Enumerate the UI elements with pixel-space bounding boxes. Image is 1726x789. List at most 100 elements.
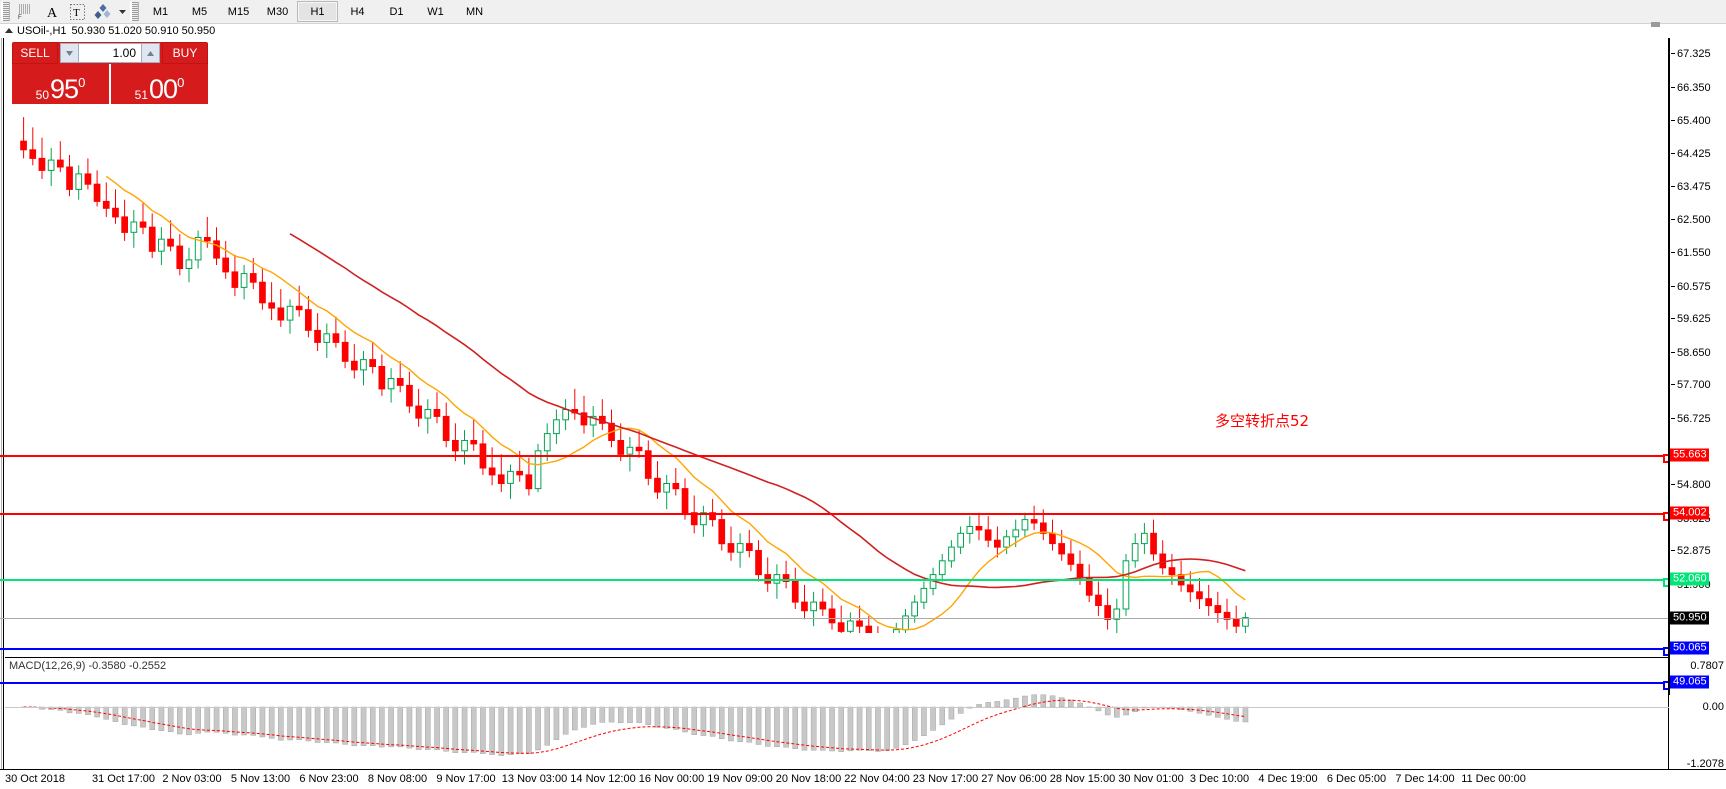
price-label-last-price: 50.950 [1670,611,1709,625]
price-tick: 66.350 [1671,82,1711,94]
price-label-support: 49.065 [1670,675,1709,689]
sell-price-integer: 50 [35,88,50,102]
time-tick: 11 Dec 00:00 [1461,773,1526,785]
price-axis[interactable]: 67.325 66.350 65.400 64.425 63.475 62.500 61.5… [1668,38,1726,789]
time-tick: 30 Nov 01:00 [1118,773,1184,785]
time-tick: 20 Nov 18:00 [775,773,842,785]
collapse-triangle-icon[interactable] [5,28,13,33]
price-label-support: 50.065 [1670,641,1709,655]
price-plot [5,38,1671,633]
timeframe-grip[interactable] [130,2,139,21]
sell-price-display[interactable]: 50 95 0 [12,64,109,104]
price-tick: 61.550 [1671,247,1711,259]
timeframe-m1[interactable]: M1 [152,5,169,18]
toolbar-grip[interactable] [1,2,10,21]
one-click-prices-row: 50 95 0 51 00 0 [12,64,208,104]
chart-area[interactable]: 多空转折点52 67.325 66.350 65.400 64.425 63.475 62… [0,22,1726,789]
time-tick: 28 Nov 15:00 [1049,773,1116,785]
time-tick: 13 Nov 03:00 [501,773,568,785]
macd-zero-line [5,707,1669,708]
price-label-resistance: 54.002 [1670,506,1709,520]
buy-button[interactable]: BUY [162,42,208,64]
time-tick: 9 Nov 17:00 [436,773,496,785]
macd-tick-zero: 0.00 [1702,701,1724,713]
price-tick: 57.700 [1671,379,1711,391]
timeframe-d1[interactable]: D1 [389,5,404,18]
volume-stepper[interactable]: 1.00 [58,42,162,64]
price-label-resistance: 55.663 [1670,448,1709,462]
chart-scroll-handle[interactable] [1651,22,1660,27]
candlestick-series [20,117,1249,633]
time-tick: 8 Nov 08:00 [367,773,428,785]
price-tick: 67.325 [1671,48,1711,60]
price-line-resistance[interactable] [0,454,1672,464]
price-label-pivot: 52.060 [1670,572,1709,586]
text-tool-icon[interactable]: A [38,1,64,22]
buy-price-display[interactable]: 51 00 0 [111,64,208,104]
price-line-resistance[interactable] [0,511,1672,521]
time-tick: 5 Nov 13:00 [230,773,291,785]
time-tick: 22 Nov 04:00 [844,773,910,785]
time-tick: 6 Nov 23:00 [299,773,359,785]
time-tick: 14 Nov 12:00 [570,773,636,785]
timeframe-m5[interactable]: M5 [191,5,208,18]
timeframe-m30[interactable]: M30 [266,5,289,18]
one-click-trading-panel[interactable]: SELL 1.00 BUY 50 95 0 [12,42,208,104]
time-tick: 27 Nov 06:00 [981,773,1047,785]
volume-increase-button[interactable] [141,43,160,63]
price-axis-divider [1669,38,1670,695]
price-line-support[interactable] [0,647,1672,657]
buy-price-main: 00 [149,74,178,104]
price-tick: 65.400 [1671,115,1711,127]
volume-input[interactable]: 1.00 [79,43,141,63]
time-tick: 2 Nov 03:00 [162,773,222,785]
one-click-controls-row: SELL 1.00 BUY [12,42,208,64]
time-tick: 6 Dec 05:00 [1326,773,1387,785]
timeframe-w1[interactable]: W1 [427,5,444,18]
buy-price-integer: 51 [134,88,149,102]
indicators-icon[interactable] [90,1,116,22]
sell-price-main: 95 [50,74,79,104]
timeframe-h4[interactable]: H4 [350,5,365,18]
price-line-last-price[interactable] [0,617,1669,619]
sell-price-fraction: 0 [78,75,86,90]
text-label-tool-icon[interactable]: T [64,1,90,22]
timeframe-mn[interactable]: MN [465,5,484,18]
time-tick: 31 Oct 17:00 [92,773,155,785]
macd-label: MACD(12,26,9) -0.3580 -0.2552 [9,660,167,672]
chart-left-border [0,38,5,789]
time-tick: 23 Nov 17:00 [912,773,979,785]
toolbar: F A T M1 M5 M15 M30 [0,0,1726,24]
macd-indicator-panel[interactable]: MACD(12,26,9) -0.3580 -0.2552 0.7807 0.0… [5,657,1724,771]
price-tick: 63.475 [1671,181,1711,193]
price-tick: 60.575 [1671,281,1711,293]
symbol-quote-bar: USOil-,H1 50.930 51.020 50.910 50.950 [0,24,1726,37]
timeframe-h1[interactable]: H1 [297,1,338,22]
time-axis[interactable]: 30 Oct 2018 31 Oct 17:00 2 Nov 03:00 5 Nov … [0,769,1726,789]
svg-text:F: F [18,15,22,20]
time-tick: 16 Nov 00:00 [638,773,705,785]
volume-decrease-button[interactable] [60,43,79,63]
buy-price-fraction: 0 [177,75,185,90]
time-tick: 19 Nov 09:00 [707,773,773,785]
indicators-dropdown-caret[interactable] [116,1,129,22]
svg-text:A: A [47,6,58,20]
price-line-pivot[interactable] [0,578,1672,588]
sell-button[interactable]: SELL [12,42,58,64]
chart-annotation-text[interactable]: 多空转折点52 [1215,412,1310,430]
macd-tick-top: 0.7807 [1690,660,1724,672]
macd-tick-bottom: -1.2078 [1686,758,1724,770]
macd-series [20,694,1249,756]
svg-text:T: T [73,7,80,19]
price-tick: 59.625 [1671,313,1711,325]
time-tick: 30 Oct 2018 [5,773,65,785]
time-tick: 7 Dec 14:00 [1395,773,1455,785]
time-tick: 4 Dec 19:00 [1258,773,1318,785]
time-tick: 3 Dec 10:00 [1189,773,1250,785]
price-tick: 52.875 [1671,545,1711,557]
price-tick: 56.725 [1671,413,1711,425]
timeframe-m15[interactable]: M15 [227,5,250,18]
price-tick: 58.650 [1671,347,1711,359]
crosshair-icon[interactable]: F [12,1,38,22]
